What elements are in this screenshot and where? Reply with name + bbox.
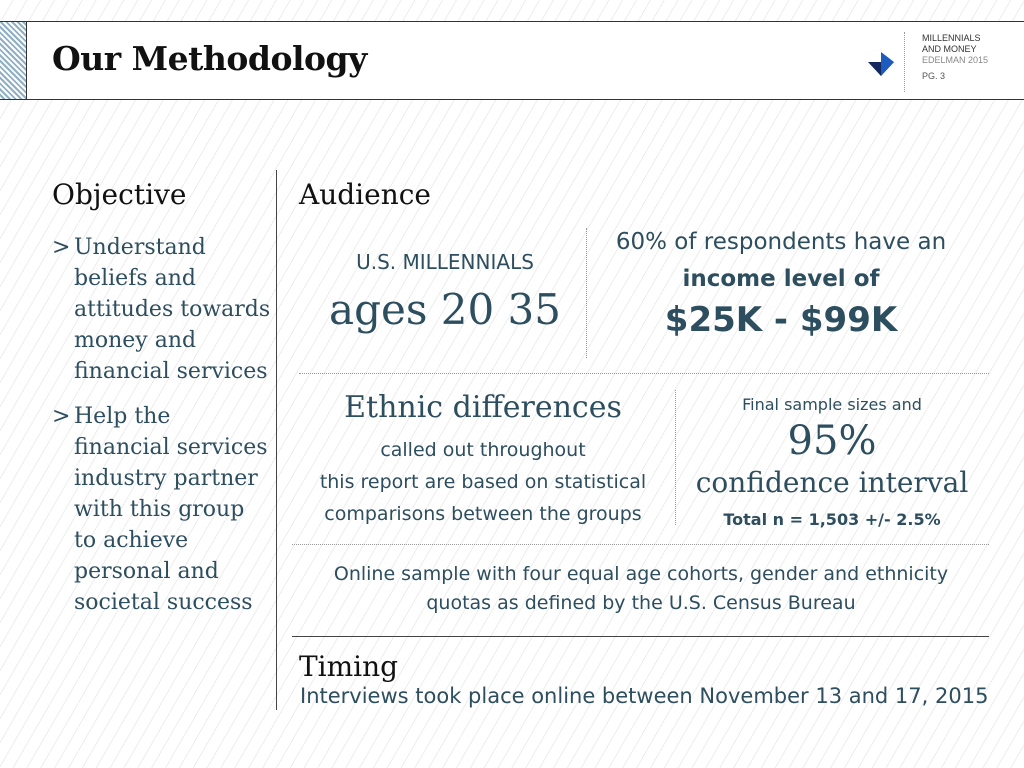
page-number: PG. 3: [922, 71, 946, 81]
dotted-divider: [586, 228, 587, 358]
confidence-interval-label: confidence interval: [695, 466, 969, 499]
millennials-label: U.S. MILLENNIALS: [356, 250, 534, 274]
objective-heading: Objective: [52, 178, 187, 211]
ethnic-body-line: this report are based on statistical: [319, 471, 647, 493]
dotted-divider: [299, 373, 989, 374]
timing-body: Interviews took place online between Nov…: [300, 684, 989, 708]
objective-item: > Understand beliefs and attitudes towar…: [52, 232, 272, 387]
dotted-divider: [292, 544, 989, 545]
ethnic-body: called out throughout this report are ba…: [296, 434, 670, 530]
online-sample-line: quotas as defined by the U.S. Census Bur…: [426, 592, 856, 614]
header-bar: Our Methodology MILLENNIALS AND MONEY ED…: [0, 21, 1024, 100]
online-sample-line: Online sample with four equal age cohort…: [333, 563, 949, 585]
brand-line: MILLENNIALS: [922, 33, 981, 43]
objective-item-text: Understand beliefs and attitudes towards…: [74, 235, 271, 384]
ethnic-body-line: called out throughout: [380, 439, 586, 461]
sample-label: Final sample sizes and: [742, 395, 922, 414]
brand-divider: [904, 32, 906, 92]
income-line-1: 60% of respondents have an: [615, 229, 947, 255]
bullet-marker: >: [52, 235, 71, 260]
timing-heading: Timing: [299, 650, 399, 683]
ethnic-heading: Ethnic differences: [344, 390, 622, 425]
edelman-arrow-icon: [868, 52, 894, 76]
section-divider: [292, 636, 989, 637]
dotted-divider: [675, 390, 676, 525]
brand-line: EDELMAN 2015: [922, 55, 989, 65]
header-hatch-decoration: [0, 22, 27, 99]
column-divider: [276, 170, 277, 710]
sample-total: Total n = 1,503 +/- 2.5%: [723, 510, 941, 529]
income-line-2: income level of: [682, 266, 880, 292]
brand-label: MILLENNIALS AND MONEY EDELMAN 2015 PG. 3: [922, 33, 988, 82]
objective-item-text: Help the financial services industry par…: [74, 404, 268, 615]
income-range: $25K - $99K: [664, 300, 898, 340]
page-title: Our Methodology: [52, 39, 367, 78]
objective-list: > Understand beliefs and attitudes towar…: [52, 232, 272, 632]
confidence-percent: 95%: [787, 418, 877, 464]
age-range: ages 20 35: [329, 285, 561, 334]
online-sample-note: Online sample with four equal age cohort…: [296, 560, 986, 618]
audience-heading: Audience: [299, 178, 431, 211]
ethnic-body-line: comparisons between the groups: [324, 503, 642, 525]
brand-line: AND MONEY: [922, 44, 977, 54]
objective-item: > Help the financial services industry p…: [52, 401, 272, 618]
bullet-marker: >: [52, 404, 71, 429]
